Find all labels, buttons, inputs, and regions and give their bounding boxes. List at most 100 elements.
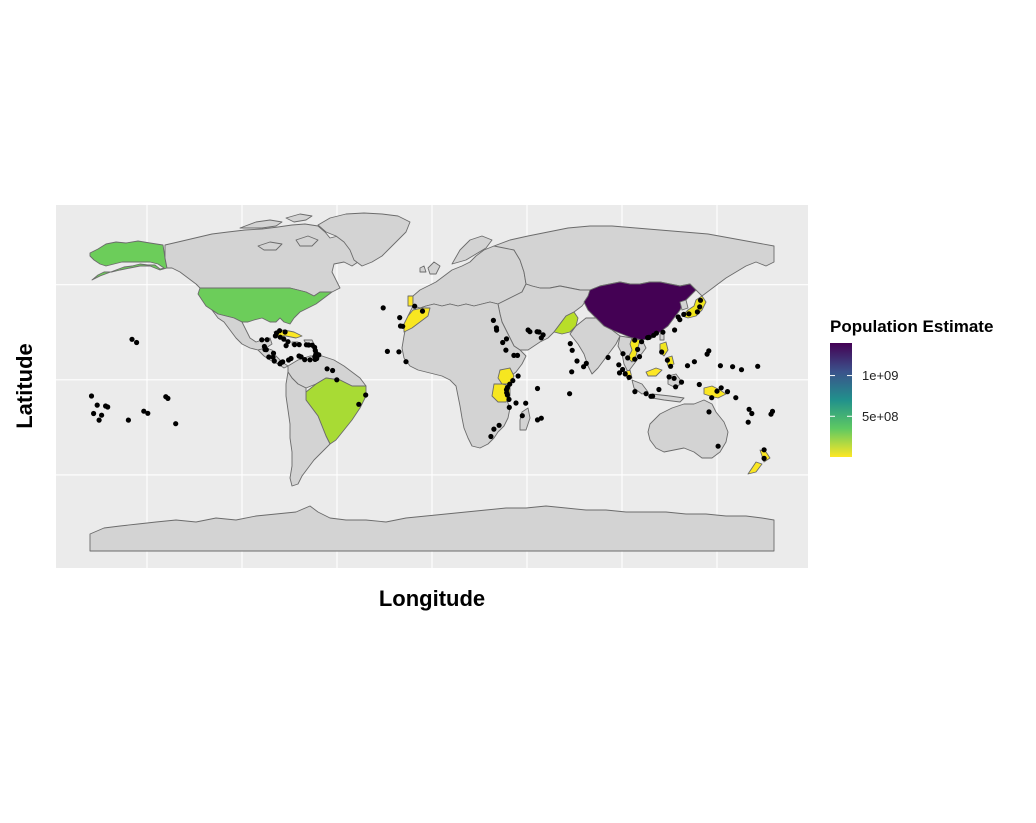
site-point [749,410,755,417]
site-point [363,392,369,398]
site-point [266,354,272,360]
site-point [574,358,580,364]
country-morocco [403,307,431,333]
site-point [125,417,131,423]
site-point [681,311,687,317]
site-point [511,352,517,358]
site-point [746,406,752,412]
site-point [412,303,418,309]
site-point [738,367,745,373]
site-point [419,308,426,314]
site-point [145,410,151,416]
site-point [503,336,510,342]
site-point [671,375,677,381]
site-point [396,349,402,355]
site-point [745,419,751,425]
site-point [506,396,512,402]
scandinavia-uk [419,235,493,275]
site-point [697,297,704,303]
site-point [724,389,731,395]
y-axis-title: Latitude [12,343,37,429]
site-point [141,408,147,414]
site-point [730,364,736,370]
site-point [668,363,674,369]
site-point [281,336,287,342]
site-point [514,352,521,358]
site-point [523,400,529,406]
site-point [673,384,679,390]
site-point [646,334,652,340]
site-point [334,377,340,383]
site-point [616,362,622,368]
south-america-south [285,371,331,487]
site-point [714,388,720,394]
x-axis-title: Longitude [379,586,485,611]
site-point [519,413,525,419]
site-point [696,381,702,388]
legend-ticks: 1e+09 5e+08 [830,368,899,424]
site-point [296,342,302,348]
site-point [103,403,109,409]
site-point [605,354,611,361]
site-point [569,347,575,353]
site-point [653,330,660,336]
site-point [88,393,95,399]
site-point [650,393,656,399]
site-point [503,347,509,353]
site-point [659,349,665,355]
legend: Population Estimate 1e+09 5e+08 [830,317,993,457]
country-mexico [211,309,273,351]
country-portugal [407,295,414,307]
site-point [755,363,761,369]
site-point [660,329,666,335]
country-greenland [317,212,411,267]
site-point [280,359,286,365]
site-point [270,350,277,356]
site-point [717,363,724,369]
site-point [626,374,632,380]
site-point [632,389,638,395]
site-point [678,379,685,385]
site-point [761,455,767,461]
legend-tick-label: 1e+09 [862,368,899,383]
site-point [643,391,649,397]
site-point [163,394,169,400]
site-point [99,412,105,418]
site-point [296,353,302,359]
site-point [504,392,510,398]
site-point [491,426,497,432]
site-point [314,355,320,362]
site-point [307,357,313,363]
site-point [515,373,521,379]
site-point [625,355,631,361]
site-point [769,408,776,414]
site-point [691,359,698,365]
site-point [302,357,308,363]
site-point [94,402,100,408]
site-point [715,443,721,449]
site-point [538,335,544,341]
site-point [666,374,672,380]
site-point [639,339,645,345]
site-point [272,333,278,339]
site-point [282,329,288,335]
site-point [706,409,712,415]
site-point [494,327,500,333]
site-point [173,421,179,427]
country-australia [647,399,729,459]
site-point [636,354,643,360]
africa [401,301,527,449]
site-point [622,371,628,377]
legend-colorbar [830,343,852,457]
site-point [635,346,641,352]
site-point [397,315,403,321]
site-point [567,341,573,347]
site-point [500,339,506,346]
legend-title: Population Estimate [830,317,993,336]
site-point [718,385,724,391]
site-point [632,337,638,343]
site-point [525,327,531,333]
site-point [292,342,298,348]
site-point [567,391,573,397]
